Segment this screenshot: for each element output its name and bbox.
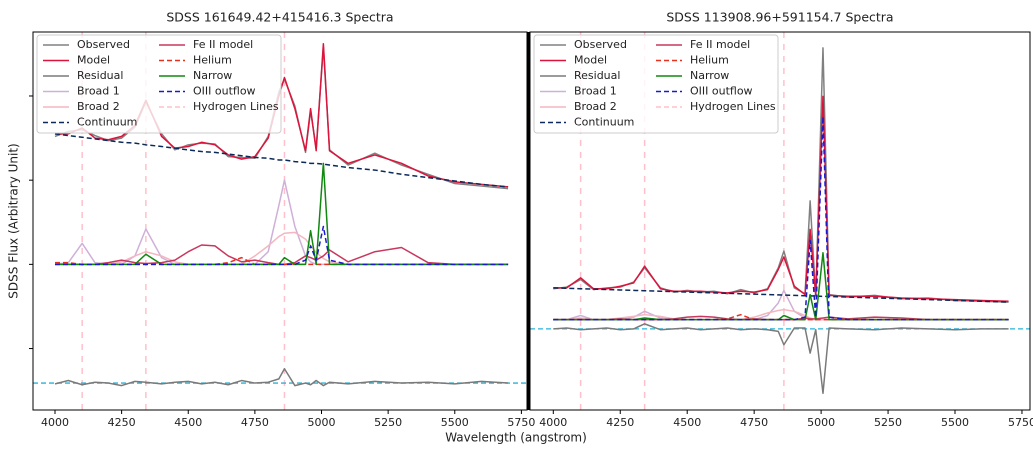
legend-label: Narrow [193, 69, 232, 82]
legend-label: Helium [193, 54, 232, 67]
series-line [54, 368, 509, 387]
plot-area [33, 32, 527, 410]
legend-label: Broad 2 [574, 100, 617, 113]
series-line [54, 244, 509, 266]
axes-frame [529, 31, 1031, 411]
legend-label: Continuum [77, 116, 137, 129]
x-tick-label: 4750 [241, 416, 269, 429]
legend-label: OIII outflow [193, 85, 256, 98]
legend-label: Hydrogen Lines [690, 100, 776, 113]
legend-label: Helium [690, 54, 729, 67]
legend-label: OIII outflow [690, 85, 753, 98]
legend-label: Hydrogen Lines [193, 100, 279, 113]
series-line [54, 225, 509, 266]
x-tick-label: 4750 [740, 416, 768, 429]
legend-label: Model [77, 54, 110, 67]
x-tick-label: 5750 [507, 416, 535, 429]
legend-label: Broad 2 [77, 100, 120, 113]
x-tick-label: 4500 [174, 416, 202, 429]
x-tick-label: 5250 [374, 416, 402, 429]
x-tick-label: 5000 [807, 416, 835, 429]
x-tick-label: 5500 [441, 416, 469, 429]
legend-box [36, 34, 282, 134]
legend-label: Model [574, 54, 607, 67]
x-tick-label: 5750 [1008, 416, 1033, 429]
legend-label: Fe II model [690, 38, 750, 51]
x-axis-label: Wavelength (angstrom) [445, 431, 587, 445]
chart-title: SDSS 161649.42+415416.3 Spectra [166, 10, 393, 25]
series-line [553, 115, 1009, 321]
legend-label: Broad 1 [574, 85, 617, 98]
y-axis-label: SDSS Flux (Arbitrary Unit) [7, 143, 21, 298]
x-tick-label: 4250 [108, 416, 136, 429]
x-tick-label: 5500 [941, 416, 969, 429]
x-tick-label: 5000 [308, 416, 336, 429]
legend-box [533, 34, 779, 134]
series-line [54, 133, 509, 188]
x-tick-label: 4250 [606, 416, 634, 429]
x-tick-label: 5250 [874, 416, 902, 429]
chart-title: SDSS 113908.96+591154.7 Spectra [666, 10, 893, 25]
x-tick-label: 4000 [41, 416, 69, 429]
x-tick-label: 4500 [673, 416, 701, 429]
legend-label: Residual [77, 69, 123, 82]
legend-label: Continuum [574, 116, 634, 129]
legend-label: Observed [77, 38, 130, 51]
axes-frame [32, 31, 528, 411]
legend-label: Broad 1 [77, 85, 120, 98]
legend-label: Narrow [690, 69, 729, 82]
series-line [553, 95, 1009, 303]
legend-label: Observed [574, 38, 627, 51]
x-tick-label: 4000 [539, 416, 567, 429]
legend-label: Fe II model [193, 38, 253, 51]
legend-label: Residual [574, 69, 620, 82]
series-line [553, 323, 1009, 395]
series-line [54, 43, 509, 188]
